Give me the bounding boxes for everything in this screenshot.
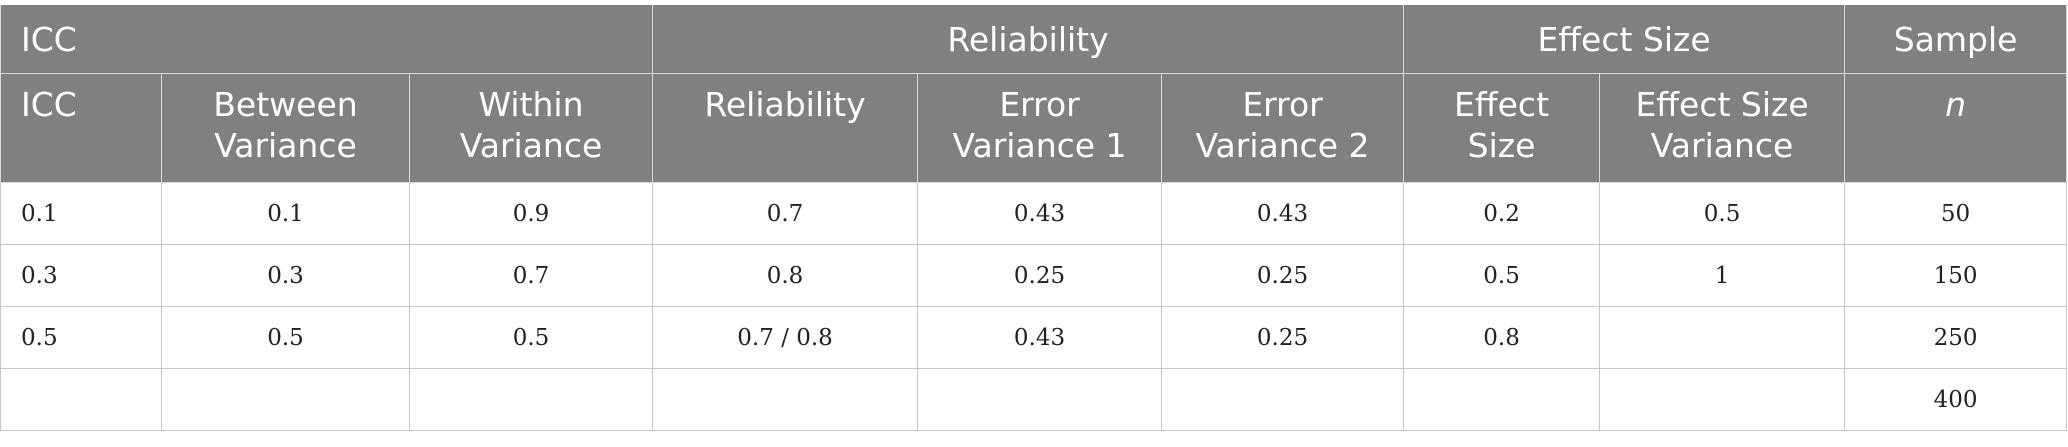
column-header-line: Effect Size xyxy=(1635,85,1809,124)
table-cell: 0.7 / 0.8 xyxy=(652,306,919,369)
group-header: ICC xyxy=(0,5,654,74)
column-header-line: Between xyxy=(213,85,358,124)
group-header: Reliability xyxy=(652,5,1405,74)
group-header-row: ICC Reliability Effect Size Sample xyxy=(0,5,2068,74)
table-row: 0.1 0.1 0.9 0.7 0.43 0.43 0.2 0.5 50 xyxy=(0,182,2068,245)
table-cell: 0.2 xyxy=(1403,182,1601,245)
table-cell xyxy=(1599,368,1846,431)
table-cell xyxy=(917,368,1163,431)
table-cell: 50 xyxy=(1844,182,2068,245)
table-cell: 0.43 xyxy=(1161,182,1405,245)
column-header: Effect Size Variance xyxy=(1599,73,1846,183)
table-cell xyxy=(1161,368,1405,431)
column-header-line: Variance xyxy=(214,126,357,165)
table-body: 0.1 0.1 0.9 0.7 0.43 0.43 0.2 0.5 50 0.3 0.3 0.7 0.8… xyxy=(0,182,2068,431)
table-cell xyxy=(1599,306,1846,369)
table-cell: 0.5 xyxy=(0,306,162,369)
table-cell xyxy=(0,368,162,431)
table-cell: 0.7 xyxy=(652,182,919,245)
table-cell: 0.25 xyxy=(1161,244,1405,307)
table-cell: 0.8 xyxy=(1403,306,1601,369)
column-header-line: Within xyxy=(478,85,584,124)
table-cell: 0.5 xyxy=(161,306,410,369)
table-cell: 0.8 xyxy=(652,244,919,307)
column-header-line: Reliability xyxy=(704,85,866,124)
column-header-line: Error xyxy=(1242,85,1323,124)
column-header-line: n xyxy=(1945,85,1967,124)
column-header-line: Error xyxy=(999,85,1080,124)
table-cell: 1 xyxy=(1599,244,1846,307)
column-header-line: Effect xyxy=(1454,85,1550,124)
column-header-row: ICC Between Variance Within Variance Reliabil… xyxy=(0,73,2068,183)
table-cell xyxy=(161,368,410,431)
table-cell: 0.5 xyxy=(408,306,654,369)
column-header: Error Variance 2 xyxy=(1161,73,1405,183)
group-header: Effect Size xyxy=(1403,5,1846,74)
column-header: Between Variance xyxy=(161,73,410,183)
column-header: n xyxy=(1844,73,2068,183)
column-header-line: Variance 2 xyxy=(1195,126,1370,165)
column-header: Within Variance xyxy=(408,73,654,183)
data-table: ICC Reliability Effect Size Sample ICC Betwe… xyxy=(0,5,2068,431)
table-row: 0.5 0.5 0.5 0.7 / 0.8 0.43 0.25 0.8 250 xyxy=(0,306,2068,369)
table-cell: 0.5 xyxy=(1403,244,1601,307)
column-header-line: Variance 1 xyxy=(952,126,1127,165)
table-cell xyxy=(408,368,654,431)
group-header: Sample xyxy=(1844,5,2068,74)
table-cell: 0.25 xyxy=(1161,306,1405,369)
table-cell: 0.43 xyxy=(917,306,1163,369)
column-header: Effect Size xyxy=(1403,73,1601,183)
column-header-line: Size xyxy=(1467,126,1536,165)
table-cell: 0.7 xyxy=(408,244,654,307)
table-cell: 0.3 xyxy=(161,244,410,307)
column-header: Error Variance 1 xyxy=(917,73,1163,183)
column-header-line: Variance xyxy=(459,126,603,165)
column-header: ICC xyxy=(0,73,162,183)
table-cell: 250 xyxy=(1844,306,2068,369)
table-cell: 0.9 xyxy=(408,182,654,245)
table-cell: 150 xyxy=(1844,244,2068,307)
table-cell: 400 xyxy=(1844,368,2068,431)
table-cell: 0.43 xyxy=(917,182,1163,245)
column-header-line: Variance xyxy=(1650,126,1794,165)
table-cell: 0.3 xyxy=(0,244,162,307)
table-cell: 0.1 xyxy=(0,182,162,245)
table-cell xyxy=(652,368,919,431)
table-row: 0.3 0.3 0.7 0.8 0.25 0.25 0.5 1 150 xyxy=(0,244,2068,307)
table-cell: 0.5 xyxy=(1599,182,1846,245)
table-cell xyxy=(1403,368,1601,431)
table-cell: 0.25 xyxy=(917,244,1163,307)
table-cell: 0.1 xyxy=(161,182,410,245)
table-row: 400 xyxy=(0,368,2068,431)
column-header: Reliability xyxy=(652,73,919,183)
column-header-line: ICC xyxy=(21,85,77,124)
